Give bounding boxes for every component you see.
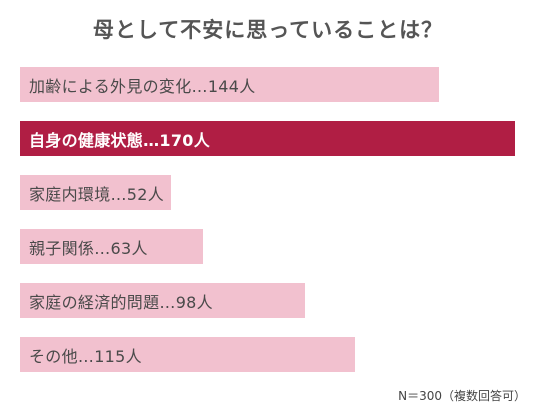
bar-1: 加齢による外見の変化…144人: [20, 67, 439, 102]
sample-size-note: N＝300（複数回答可）: [398, 389, 526, 403]
bar-label-5: 家庭の経済的問題…98人: [29, 292, 213, 312]
bar-6: その他…115人: [20, 337, 355, 372]
bar-label-2: 自身の健康状態…170人: [29, 130, 210, 150]
bar-label-6: その他…115人: [29, 346, 142, 366]
bar-3: 家庭内環境…52人: [20, 175, 171, 210]
bar-4: 親子関係…63人: [20, 229, 203, 264]
bar-label-3: 家庭内環境…52人: [29, 184, 165, 204]
bar-5: 家庭の経済的問題…98人: [20, 283, 305, 318]
bar-label-1: 加齢による外見の変化…144人: [29, 76, 256, 96]
bar-2: 自身の健康状態…170人: [20, 121, 515, 156]
bar-label-4: 親子関係…63人: [29, 238, 148, 258]
chart-title: 母として不安に思っていることは？: [92, 18, 444, 42]
